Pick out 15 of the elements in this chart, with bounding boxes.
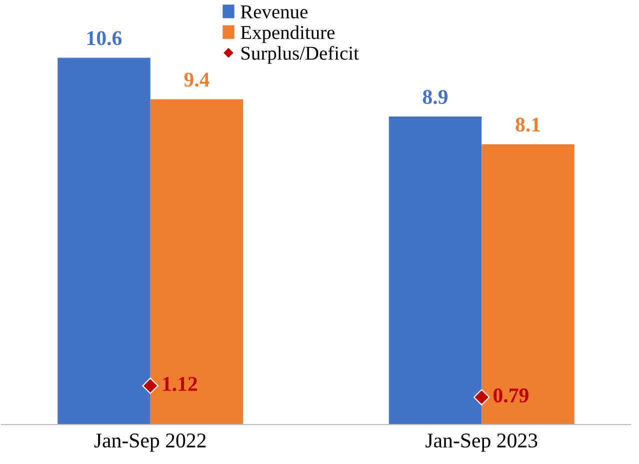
legend-label: Surplus/Deficit: [241, 46, 359, 64]
data-label: 9.4: [184, 72, 210, 87]
bar: [482, 144, 574, 425]
legend-label: Revenue: [240, 5, 308, 18]
x-tick-label: Jan-Sep 2023: [426, 433, 538, 452]
bar: [58, 58, 150, 425]
x-tick-label: Jan-Sep 2022: [94, 433, 206, 452]
bar: [150, 99, 244, 425]
data-label: 1.12: [163, 377, 198, 392]
data-label: 8.9: [422, 90, 448, 104]
data-label: 10.6: [87, 31, 122, 46]
data-label: 0.79: [494, 388, 528, 403]
bar: [388, 116, 482, 425]
legend-label: Expenditure: [240, 25, 335, 44]
data-label: 8.1: [516, 118, 540, 132]
